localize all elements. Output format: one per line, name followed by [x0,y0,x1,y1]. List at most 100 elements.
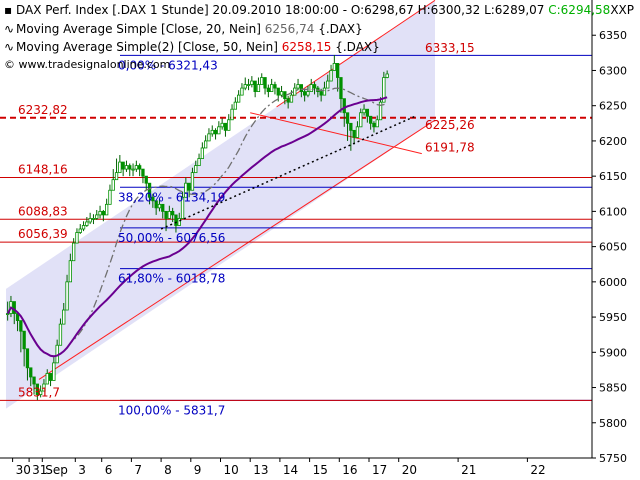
channel-lower-edge [38,119,436,380]
candle-body-72 [243,84,247,89]
candle-body-14 [52,362,56,381]
candle-body-85 [286,98,290,103]
x-tick-label-11: 15 [313,463,328,477]
ma50-value: 6258,15 [281,40,332,54]
candle-body-92 [309,84,313,93]
candle-body-40 [137,165,142,170]
y-axis: 5750 5800 5850 5900 5950 6000 6050 6100 6150 6200… [591,0,627,465]
candle-body-34 [118,161,122,174]
candle-body-44 [151,196,155,202]
candle-body-31 [108,189,112,205]
x-tick-label-13: 17 [372,463,387,477]
candle-body-7 [29,367,33,378]
candle-body-65 [220,122,224,128]
candle-body-89 [299,84,304,93]
candle-body-93 [312,84,317,89]
candle-body-111 [372,122,376,128]
y-tick-label-9: 6200 [599,135,627,148]
x-tick-label-10: 14 [283,463,298,477]
candle-body-62 [210,129,214,135]
candle-body-108 [362,108,366,114]
candle-body-77 [260,77,264,85]
annotation-0: 6333,15 [425,41,475,55]
candle-body-52 [177,218,181,226]
annotation-2: 6191,78 [425,141,475,155]
candle-body-102 [342,98,346,114]
ma50-line [6,96,388,358]
candle-body-53 [180,196,185,219]
candle-body-104 [349,122,353,131]
ma50-label: Moving Average Simple(2) [Close, 50, Nei… [16,40,278,54]
candle-body-110 [368,115,373,124]
level-label-2: 50,00% - 6076,56 [118,231,225,245]
candle-body-41 [141,168,145,177]
candle-body-79 [266,87,271,92]
candle-body-73 [246,84,251,86]
candle-body-57 [194,165,198,174]
x-tick-label-8: 10 [224,463,239,477]
candle-body-67 [227,119,231,131]
x-tick-label-16: 22 [530,463,545,477]
candles [6,54,389,401]
candle-body-27 [95,214,99,219]
y-tick-label-7: 6100 [599,205,627,218]
candle-body-6 [25,348,30,369]
candle-body-74 [250,80,254,85]
level-label-4: 100,00% - 5831,7 [118,403,225,417]
candle-body-19 [68,260,72,283]
level-label-0: 0,00% - 6321,43 [118,58,218,72]
level-label-3: 61,80% - 6018,78 [118,272,225,286]
candle-body-45 [154,200,158,209]
candle-body-76 [256,84,261,93]
chart-title: ▪ DAX Perf. Index [.DAX 1 Stunde] 20.09.2… [4,3,610,17]
chart-title-text: DAX Perf. Index [.DAX 1 Stunde] 20.09.20… [16,3,549,17]
candle-body-2 [12,301,16,314]
candle-body-25 [88,218,92,223]
candle-body-20 [72,242,76,262]
candle-body-78 [263,77,267,89]
y-tick-label-6: 6050 [599,241,627,254]
candle-body-88 [296,84,300,89]
candle-body-48 [164,210,168,219]
candle-body-46 [157,203,162,209]
candle-body-54 [184,182,188,198]
candle-body-16 [58,323,63,346]
candle-body-91 [306,91,310,96]
candle-body-59 [200,147,205,159]
candle-body-115 [385,73,389,78]
y-tick-label-0: 5750 [599,452,627,465]
candle-body-11 [42,383,46,392]
x-tick-label-4: 6 [105,463,113,477]
copyright-text: © www.tradesignalonline.com [4,58,171,71]
candle-body-61 [207,133,211,142]
candle-body-9 [35,383,39,395]
level-label-1: 38,20% - 6134,19 [118,190,225,204]
candle-body-82 [276,87,280,96]
candle-body-69 [233,101,238,110]
candle-body-12 [45,373,49,385]
candle-body-83 [279,91,284,96]
channel-decline-line [250,112,422,155]
x-tick-label-3: 3 [78,463,86,477]
candle-body-51 [174,214,178,226]
candle-body-39 [134,165,139,170]
candle-body-80 [269,84,274,93]
candle-body-71 [240,87,244,96]
chart-title-icon: ▪ [4,3,13,17]
candle-body-100 [335,63,340,78]
candle-body-55 [187,182,191,191]
x-tick-label-2: Sep [45,463,68,477]
candle-body-90 [302,91,307,96]
candle-body-107 [359,112,363,128]
candle-body-95 [319,91,323,96]
y-tick-label-11: 6300 [599,64,627,77]
candle-body-4 [19,320,23,332]
close-value: C:6294,58 [548,3,611,17]
y-tick-label-10: 6250 [599,100,627,113]
candle-body-60 [203,140,208,149]
candle-body-22 [78,228,82,233]
candle-body-49 [167,210,172,219]
candle-body-113 [378,101,383,121]
